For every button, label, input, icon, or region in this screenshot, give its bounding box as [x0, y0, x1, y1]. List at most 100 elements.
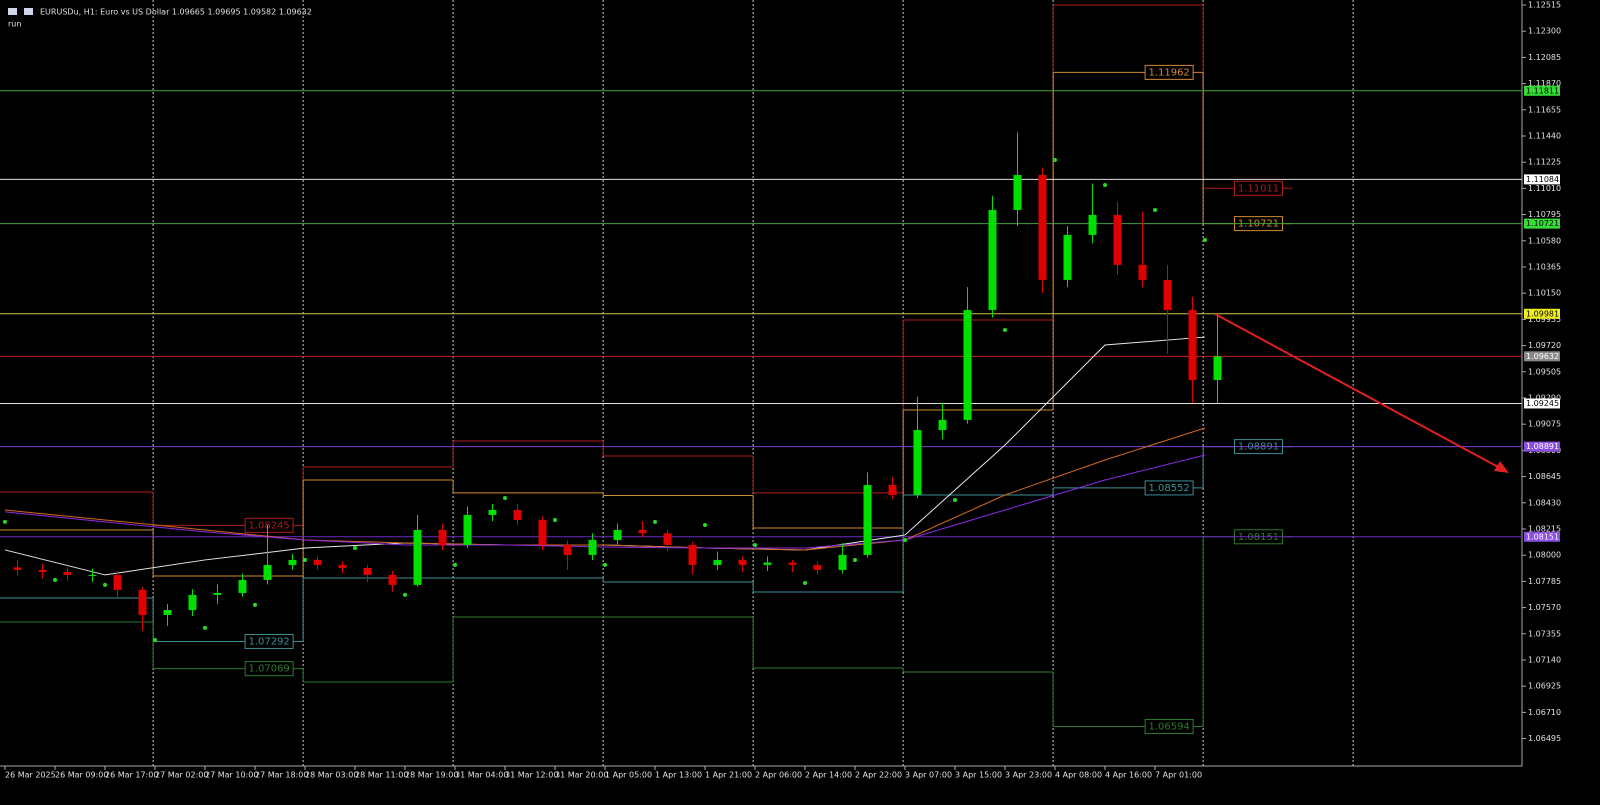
icon — [24, 8, 33, 15]
sar-dot — [303, 557, 307, 562]
y-tick-label: 1.07140 — [1528, 655, 1561, 664]
sar-dot — [453, 562, 457, 567]
candle-body — [313, 559, 322, 565]
sar-dot — [1203, 237, 1207, 242]
x-tick-label: 4 Apr 16:00 — [1105, 771, 1152, 780]
candle-body — [1213, 356, 1222, 380]
candle-body — [13, 567, 22, 570]
level-label: 1.11811 — [1526, 86, 1559, 95]
pivot-label-box — [1144, 64, 1194, 80]
chart-subheader: run — [8, 20, 21, 29]
y-tick-label: 1.08215 — [1528, 524, 1561, 533]
candle-body — [1113, 214, 1122, 265]
chart-header: EURUSDu, H1: Euro vs US Dollar 1.09665 1… — [40, 8, 312, 17]
level-label-box — [1524, 308, 1560, 319]
candle-body — [713, 559, 722, 565]
sar-dot — [1003, 327, 1007, 332]
candle-body — [838, 554, 847, 570]
pivot-label: 1.07292 — [248, 636, 289, 647]
y-tick-label: 1.09720 — [1528, 341, 1561, 350]
level-label-box — [1524, 531, 1560, 542]
y-tick-label: 1.08430 — [1528, 498, 1561, 507]
pivot-label-box — [244, 633, 294, 649]
candle-body — [1063, 234, 1072, 280]
candle-body — [763, 562, 772, 565]
x-tick-label: 3 Apr 15:00 — [955, 771, 1002, 780]
sar-dot — [1103, 182, 1107, 187]
sar-dot — [3, 519, 7, 524]
candle-body — [88, 574, 97, 576]
level-label-box — [1524, 85, 1560, 96]
x-tick-label: 31 Mar 04:00 — [455, 771, 508, 780]
candle-body — [563, 544, 572, 555]
sar-dot — [653, 519, 657, 524]
y-tick-label: 1.12515 — [1528, 1, 1561, 10]
candle-body — [1188, 310, 1197, 380]
y-tick-label: 1.07570 — [1528, 603, 1561, 612]
y-tick-label: 1.07785 — [1528, 577, 1561, 586]
y-tick-label: 1.11225 — [1528, 158, 1561, 167]
candle-body — [238, 579, 247, 593]
y-tick-label: 1.08000 — [1528, 551, 1561, 560]
candle-body — [138, 589, 147, 616]
candle-body — [438, 529, 447, 545]
candle-body — [488, 509, 497, 515]
sar-dot — [403, 592, 407, 597]
x-tick-label: 27 Mar 02:00 — [155, 771, 208, 780]
y-tick-label: 1.06710 — [1528, 708, 1561, 717]
pivot-label: 1.08245 — [248, 520, 289, 531]
x-tick-label: 4 Apr 08:00 — [1055, 771, 1102, 780]
x-tick-label: 3 Apr 07:00 — [905, 771, 952, 780]
trend-arrow — [1214, 313, 1501, 469]
x-tick-label: 26 Mar 17:00 — [105, 771, 158, 780]
candle-body — [1088, 214, 1097, 235]
x-tick-label: 31 Mar 12:00 — [505, 771, 558, 780]
x-tick-label: 26 Mar 09:00 — [55, 771, 108, 780]
sar-dot — [553, 517, 557, 522]
candle-body — [663, 533, 672, 545]
sar-dot — [253, 602, 257, 607]
level-label: 1.09632 — [1526, 352, 1559, 361]
candle-body — [213, 592, 222, 595]
symbol-icons — [8, 8, 33, 15]
x-tick-label: 27 Mar 18:00 — [255, 771, 308, 780]
y-tick-label: 1.11010 — [1528, 184, 1561, 193]
x-tick-label: 3 Apr 23:00 — [1005, 771, 1052, 780]
sar-dot — [803, 580, 807, 585]
sar-dot — [353, 545, 357, 550]
candle-body — [788, 562, 797, 565]
pivot-label-box — [1234, 180, 1283, 196]
candle-body — [388, 574, 397, 585]
sar-dot — [953, 497, 957, 502]
pivot-label: 1.11962 — [1148, 67, 1189, 78]
pivot-label: 1.11011 — [1238, 183, 1279, 194]
sar-dot — [753, 542, 757, 547]
sar-dot — [703, 522, 707, 527]
sar-dot — [853, 557, 857, 562]
candle-body — [288, 559, 297, 565]
x-tick-label: 1 Apr 13:00 — [655, 771, 702, 780]
moving-average — [4, 454, 1206, 549]
candle-body — [538, 519, 547, 545]
x-tick-label: 28 Mar 19:00 — [405, 771, 458, 780]
sar-dot — [153, 637, 157, 642]
candle-body — [738, 559, 747, 565]
y-tick-label: 1.09505 — [1528, 367, 1561, 376]
candle-body — [513, 509, 522, 520]
y-tick-label: 1.12300 — [1528, 27, 1561, 36]
candle-body — [813, 564, 822, 570]
level-label: 1.10721 — [1526, 219, 1559, 228]
candle-body — [413, 529, 422, 585]
x-tick-label: 31 Mar 20:00 — [555, 771, 608, 780]
candle-body — [963, 310, 972, 420]
x-tick-label: 26 Mar 2025 — [5, 771, 56, 780]
candle-body — [263, 564, 272, 580]
level-label-box — [1524, 174, 1560, 185]
pivot-label-box — [244, 661, 294, 677]
level-label-box — [1524, 218, 1560, 229]
candle-body — [913, 430, 922, 495]
candle-body — [938, 419, 947, 431]
y-tick-label: 1.09935 — [1528, 315, 1561, 324]
